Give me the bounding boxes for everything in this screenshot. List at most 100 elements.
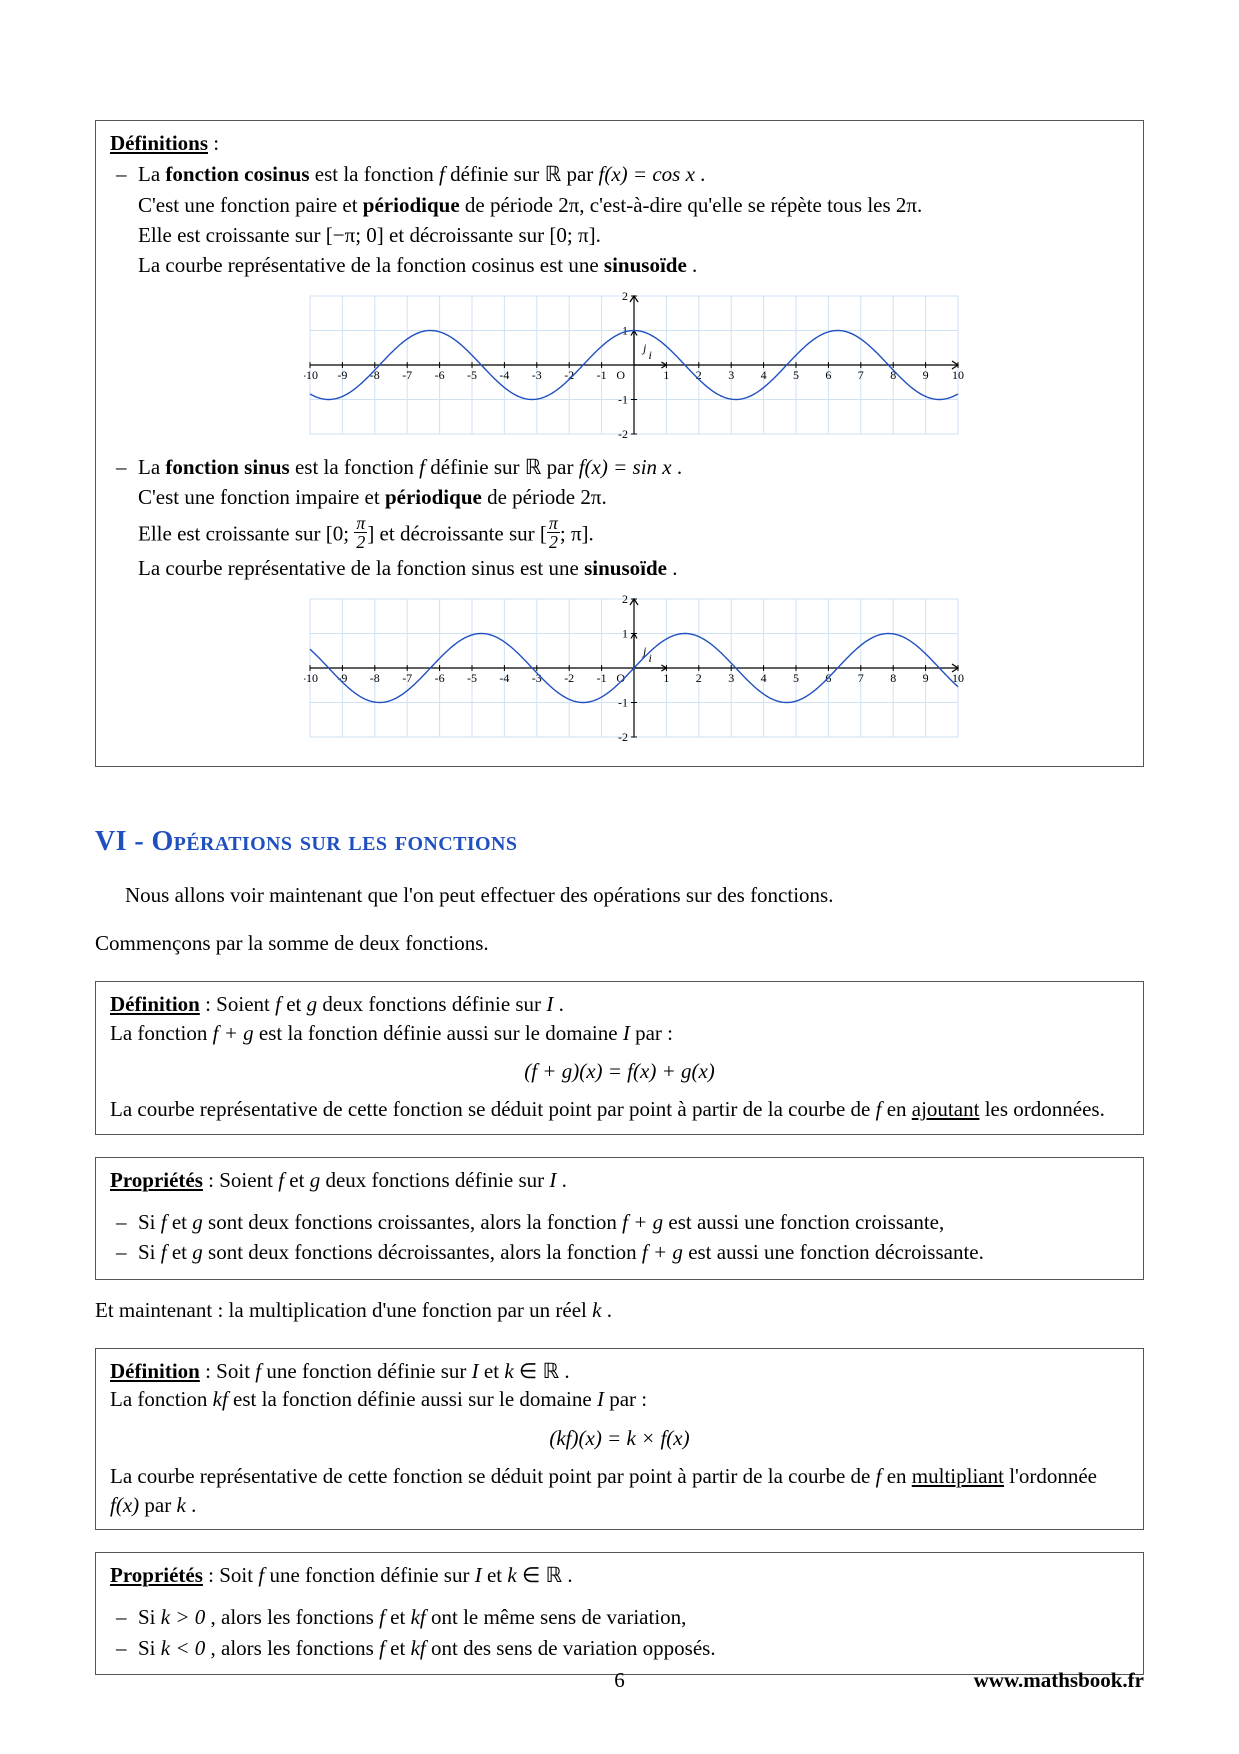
definition-sum-box: Définition : Soient f et g deux fonction…: [95, 981, 1144, 1134]
def-mult-title: Définition: [110, 1359, 200, 1383]
pm2-cond: k < 0: [161, 1636, 206, 1660]
def-sum-l2: La fonction f + g est la fonction défini…: [110, 1019, 1129, 1047]
svg-text:j: j: [641, 340, 647, 354]
cos-intro-pre: La: [138, 162, 165, 186]
svg-text:-10: -10: [304, 671, 318, 685]
svg-text:-7: -7: [402, 671, 412, 685]
svg-text:9: 9: [922, 368, 928, 382]
dm3-k: k: [176, 1493, 185, 1517]
def-sum-equation: (f + g)(x) = f(x) + g(x): [110, 1057, 1129, 1085]
prop-sum-item1: Si f et g sont deux fonctions croissante…: [110, 1208, 1129, 1236]
svg-text:i: i: [648, 348, 651, 362]
prop-mult-item1: Si k > 0 , alors les fonctions f et kf o…: [110, 1603, 1129, 1631]
def-mult-equation: (kf)(x) = k × f(x): [110, 1424, 1129, 1452]
page-number: 6: [614, 1666, 625, 1694]
page: Définitions : La fonction cosinus est la…: [0, 0, 1239, 1754]
sin-fvar: f: [419, 455, 425, 479]
definition-sinus: La fonction sinus est la fonction f défi…: [110, 453, 1129, 750]
sin-intro-pre: La: [138, 455, 165, 479]
pm1-cond: k > 0: [161, 1605, 206, 1629]
sin-l4-bold: sinusoïde: [584, 556, 667, 580]
dm1-I: I: [472, 1359, 479, 1383]
def-mult-l1: Définition : Soit f une fonction définie…: [110, 1357, 1129, 1385]
ps2-pre: Si: [138, 1240, 161, 1264]
def-sum-title: Définition: [110, 992, 200, 1016]
definitions-list: La fonction cosinus est la fonction f dé…: [110, 160, 1129, 750]
svg-text:5: 5: [793, 671, 799, 685]
svg-text:-1: -1: [596, 671, 606, 685]
svg-text:9: 9: [922, 671, 928, 685]
properties-mult-box: Propriétés : Soit f une fonction définie…: [95, 1552, 1144, 1675]
properties-sum-box: Propriétés : Soient f et g deux fonction…: [95, 1157, 1144, 1280]
svg-text:-3: -3: [531, 368, 541, 382]
svg-text:-2: -2: [618, 730, 628, 743]
sin-line4: La courbe représentative de la fonction …: [138, 554, 1129, 582]
pm1-kf: kf: [411, 1605, 426, 1629]
svg-text:-1: -1: [596, 368, 606, 382]
prop-sum-title: Propriétés: [110, 1168, 203, 1192]
def-sum-title-line: Définition : Soient f et g deux fonction…: [110, 990, 1129, 1018]
cos-line2: C'est une fonction paire et périodique d…: [138, 191, 1129, 219]
cos-plot: -10-9-8-7-6-5-4-3-2-11234567891012-1-2Oj…: [304, 290, 964, 440]
svg-text:-9: -9: [337, 368, 347, 382]
sin-line2: C'est une fonction impaire et périodique…: [138, 483, 1129, 511]
sin-real: ℝ: [525, 455, 542, 479]
dm1-f: f: [255, 1359, 261, 1383]
def-mult-l2: La fonction kf est la fonction définie a…: [110, 1385, 1129, 1413]
def-mult-l3: La courbe représentative de cette foncti…: [110, 1462, 1129, 1519]
def-sum-l1-end: .: [559, 992, 564, 1016]
ps2-g: g: [192, 1240, 203, 1264]
svg-text:2: 2: [622, 290, 628, 303]
def-sum-I2: I: [623, 1021, 630, 1045]
svg-text:-10: -10: [304, 368, 318, 382]
pm-lead-k: k: [507, 1563, 516, 1587]
sin-l3-post: ; π].: [560, 521, 594, 545]
prop-sum-item2: Si f et g sont deux fonctions décroissan…: [110, 1238, 1129, 1266]
definitions-trig-box: Définitions : La fonction cosinus est la…: [95, 120, 1144, 767]
pm2-pre: Si: [138, 1636, 161, 1660]
pm-lead-pre: : Soit: [208, 1563, 258, 1587]
cos-intro-post2: par: [566, 162, 598, 186]
pm2-mid: , alors les fonctions: [211, 1636, 380, 1660]
ps1-f: f: [161, 1210, 167, 1234]
pm1-and: et: [390, 1605, 410, 1629]
pm2-f: f: [379, 1636, 385, 1660]
cos-line3: Elle est croissante sur [−π; 0] et décro…: [138, 221, 1129, 249]
prop-sum-lead: Propriétés : Soient f et g deux fonction…: [110, 1166, 1129, 1194]
pm-lead-real: ℝ: [546, 1563, 563, 1587]
sin-line3: Elle est croissante sur [0; π2] et décro…: [138, 514, 1129, 552]
pm1-mid: , alors les fonctions: [211, 1605, 380, 1629]
def-sum-I: I: [546, 992, 553, 1016]
definition-mult-box: Définition : Soit f une fonction définie…: [95, 1348, 1144, 1530]
cos-l4-end: .: [692, 253, 697, 277]
prop-mult-lead: Propriétés : Soit f une fonction définie…: [110, 1561, 1129, 1589]
dm3-pre: La courbe représentative de cette foncti…: [110, 1464, 876, 1488]
svg-text:8: 8: [890, 671, 896, 685]
ps1-mid: sont deux fonctions croissantes, alors l…: [208, 1210, 622, 1234]
pm-lead-I: I: [475, 1563, 482, 1587]
mult-intro: Et maintenant : la multiplication d'une …: [95, 1296, 1144, 1324]
cos-intro-post1: définie sur: [450, 162, 544, 186]
svg-text:3: 3: [728, 671, 734, 685]
def-sum-l3-u: ajoutant: [912, 1097, 980, 1121]
def-sum-l2-pre: La fonction: [110, 1021, 213, 1045]
def-sum-l3-pre: La courbe représentative de cette foncti…: [110, 1097, 876, 1121]
pm1-end: ont le même sens de variation,: [431, 1605, 686, 1629]
svg-text:-5: -5: [467, 671, 477, 685]
def-sum-l1-pre: : Soient: [205, 992, 275, 1016]
cos-end: .: [700, 162, 705, 186]
prop-sum-g: g: [310, 1168, 321, 1192]
cos-fvar: f: [439, 162, 445, 186]
dm3-f: f: [876, 1464, 882, 1488]
def-sum-l1-post: deux fonctions définie sur: [322, 992, 546, 1016]
cos-formula: f(x) = cos x: [599, 162, 695, 186]
pm-lead-end: .: [567, 1563, 572, 1587]
svg-text:-6: -6: [434, 368, 444, 382]
ps2-and: et: [172, 1240, 192, 1264]
prop-sum-I: I: [549, 1168, 556, 1192]
prop-sum-lead-pre: : Soient: [208, 1168, 278, 1192]
svg-text:-8: -8: [369, 671, 379, 685]
definitions-title-line: Définitions :: [110, 129, 1129, 157]
ps2-mid: sont deux fonctions décroissantes, alors…: [208, 1240, 642, 1264]
svg-text:5: 5: [793, 368, 799, 382]
